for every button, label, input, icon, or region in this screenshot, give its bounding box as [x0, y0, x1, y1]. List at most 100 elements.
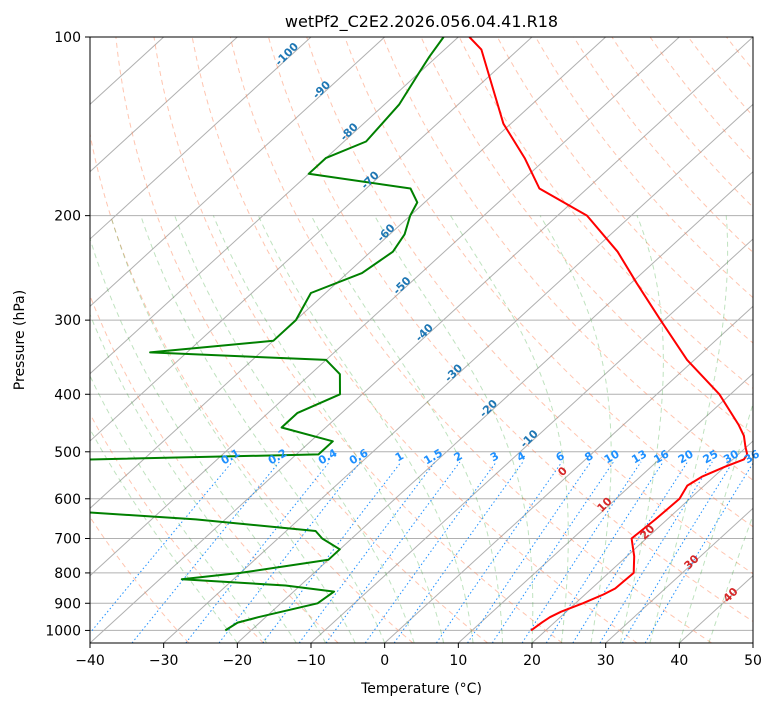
dry-adiabat-line — [765, 37, 775, 643]
y-tick-label: 800 — [54, 566, 81, 582]
isotherm-line — [90, 37, 533, 442]
isotherm-line — [90, 37, 238, 173]
isotherm-line — [752, 642, 753, 643]
x-tick-label: 0 — [380, 653, 389, 669]
dry-adiabat-line — [229, 37, 712, 643]
isotherm-line — [90, 37, 753, 643]
x-tick-label: −20 — [223, 653, 253, 669]
mixing-ratio-label: 36 — [742, 447, 762, 466]
dry-adiabat-label: -90 — [310, 78, 333, 101]
moist-adiabat-label: 10 — [595, 494, 615, 514]
dry-adiabat-line — [535, 37, 753, 299]
dry-adiabat-label: -100 — [272, 40, 301, 69]
series-layer — [90, 37, 749, 632]
moist-adiabat-line — [619, 215, 664, 643]
y-tick-label: 300 — [54, 313, 81, 329]
mixing-ratio-line — [435, 461, 563, 643]
moist-adiabat-line — [450, 215, 569, 643]
mixing-ratio-line — [298, 461, 436, 643]
dry-adiabat-label: -20 — [477, 397, 500, 420]
mixing-ratio-label: 30 — [721, 447, 741, 466]
dry-adiabat-label: -10 — [518, 427, 541, 450]
mixing-ratio-label: 13 — [629, 447, 649, 466]
isotherm-line — [90, 37, 386, 308]
mixing-ratio-line — [621, 461, 734, 643]
dry-adiabat-line — [649, 37, 753, 163]
mixing-ratio-line — [90, 461, 233, 634]
mixing-ratio-line — [644, 462, 753, 643]
dry-adiabat-line — [115, 37, 488, 643]
x-tick-label: 10 — [449, 653, 467, 669]
moist-adiabat-line — [539, 215, 612, 643]
dry-adiabat-line — [687, 37, 753, 117]
isotherm-line — [90, 37, 459, 375]
dry-adiabat-label: -50 — [390, 274, 413, 297]
x-tick-label: 40 — [670, 653, 688, 669]
background-lines — [90, 37, 775, 643]
moist-adiabat-line — [708, 513, 753, 643]
mixing-ratio-line — [393, 461, 524, 643]
dry-adiabat-line — [306, 37, 753, 575]
dry-adiabat-line — [382, 37, 753, 481]
mixing-ratio-label: 25 — [701, 447, 721, 466]
moist-adiabat-line — [310, 215, 503, 643]
dry-adiabat-line — [420, 37, 753, 435]
y-tick-label: 600 — [54, 492, 81, 508]
chart-title: wetPf2_C2E2.2026.056.04.41.R18 — [285, 12, 558, 32]
x-tick-label: 50 — [744, 653, 762, 669]
isotherm-line — [90, 37, 680, 577]
moist-adiabat-line — [90, 236, 327, 643]
y-tick-label: 500 — [54, 445, 81, 461]
moist-adiabat-line — [374, 215, 534, 643]
dry-adiabat-line — [90, 131, 414, 643]
isotherm-line — [90, 37, 607, 510]
dry-adiabat-line — [90, 516, 190, 643]
mixing-ratio-label: 20 — [676, 447, 696, 466]
dry-adiabat-line — [90, 294, 339, 643]
moist-adiabat-line — [90, 313, 297, 643]
mixing-ratio-line — [491, 461, 614, 643]
mixing-ratio-label: 1.5 — [422, 446, 445, 467]
dry-adiabat-label: -60 — [374, 221, 397, 244]
mixing-ratio-line — [364, 461, 497, 643]
mixing-ratio-label: 0.4 — [316, 446, 340, 467]
line-labels: 0.1 0.2 0.4 0.6 1 1.5 2 3 4 6 8 10 13 16 20 25 30 36-100-… — [219, 40, 762, 605]
moist-adiabat-line — [90, 428, 238, 643]
mixing-ratio-line — [131, 461, 280, 643]
dry-adiabat-line — [268, 37, 753, 623]
x-axis-label: Temperature (°C) — [360, 681, 482, 697]
y-tick-label: 900 — [54, 596, 81, 612]
mixing-ratio-line — [325, 461, 461, 643]
dry-adiabat-line — [726, 37, 753, 71]
dry-adiabat-label: -30 — [442, 361, 465, 384]
mixing-ratio-line — [262, 461, 402, 643]
isotherm-line — [236, 170, 753, 643]
x-tick-label: −10 — [296, 653, 326, 669]
x-tick-label: 20 — [523, 653, 541, 669]
mixing-ratio-line — [467, 461, 592, 643]
moist-adiabat-label: 0 — [555, 464, 570, 479]
dewpoint-profile-line — [90, 37, 445, 632]
mixing-ratio-line — [185, 461, 330, 643]
moist-adiabat-line — [174, 215, 415, 643]
y-tick-label: 100 — [54, 30, 81, 46]
mixing-ratio-line — [545, 461, 664, 643]
moist-adiabat-line — [678, 401, 753, 643]
moist-adiabat-line — [257, 215, 474, 643]
moist-adiabat-line — [140, 215, 386, 643]
mixing-ratio-line — [599, 461, 713, 643]
mixing-ratio-label: 10 — [602, 447, 622, 466]
dry-adiabat-label: -70 — [359, 168, 382, 191]
x-axis: −40 −30 −20 −10 0 10 20 30 40 50 — [75, 643, 762, 669]
x-tick-label: −40 — [75, 653, 105, 669]
moist-adiabat-label: 30 — [682, 552, 702, 572]
y-axis: 100 200 300 400 500 600 700 800 900 1000 — [45, 30, 90, 639]
isotherm-line — [163, 103, 753, 643]
y-tick-label: 1000 — [45, 623, 81, 639]
dry-adiabat-label: -80 — [338, 120, 361, 143]
dry-adiabat-line — [496, 37, 753, 344]
dry-adiabat-line — [191, 37, 638, 643]
y-tick-label: 200 — [54, 209, 81, 225]
moist-adiabat-line — [649, 215, 729, 643]
